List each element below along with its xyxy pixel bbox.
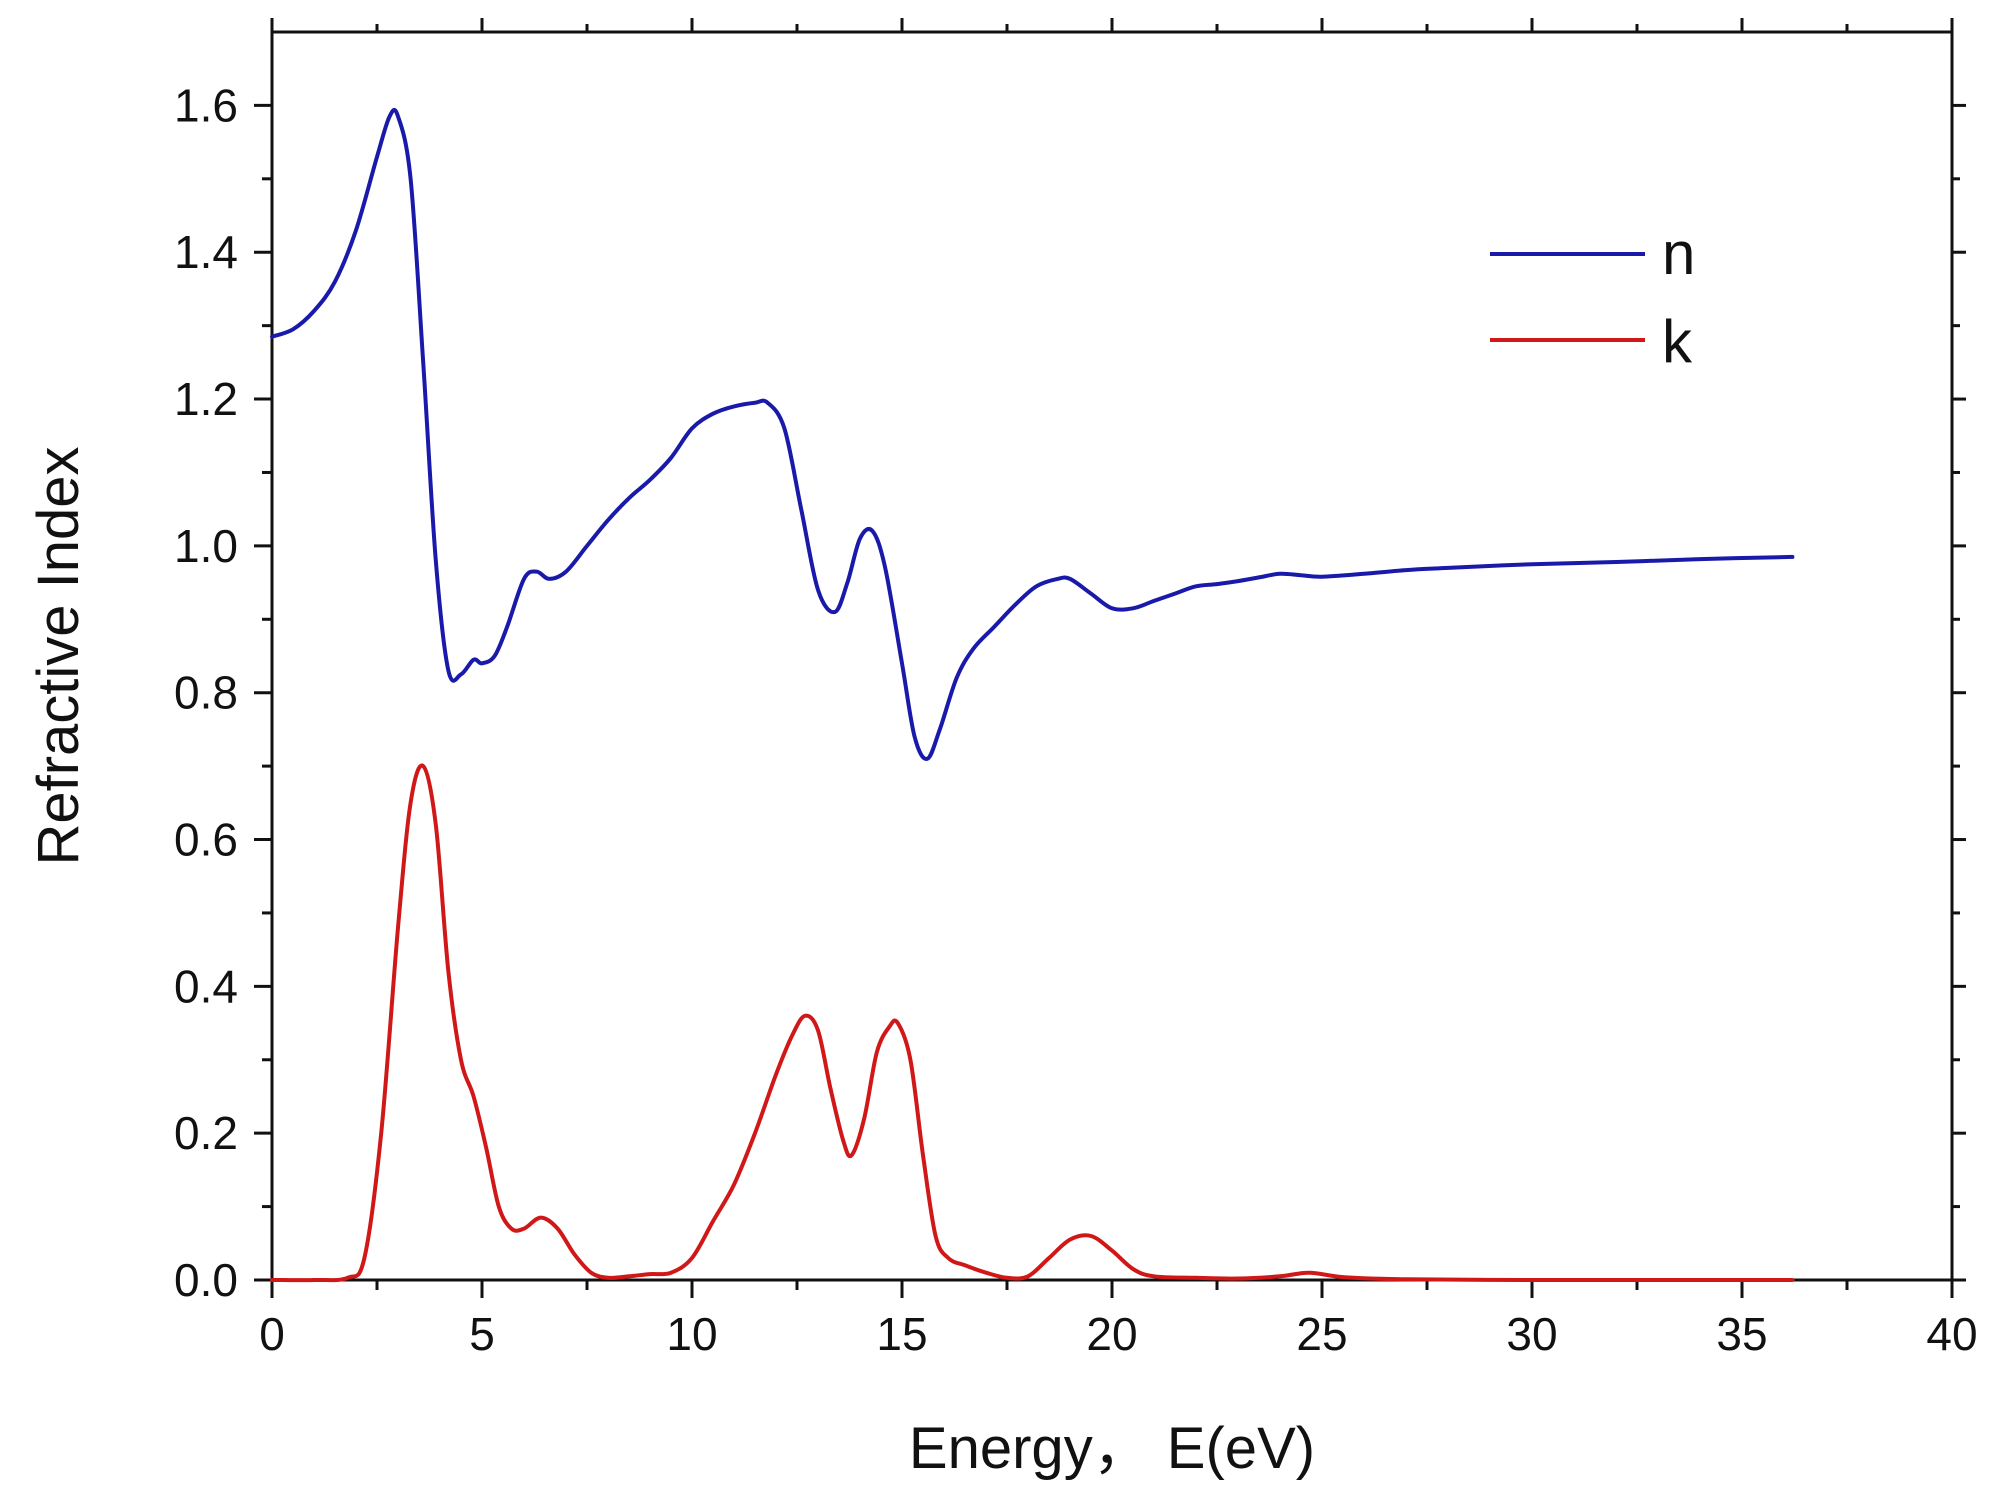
y-tick-label: 1.0 <box>174 520 238 572</box>
y-tick-label: 1.6 <box>174 79 238 131</box>
y-tick-label: 0.2 <box>174 1107 238 1159</box>
plot-area-border <box>270 30 1954 1282</box>
x-tick-label: 40 <box>1926 1308 1977 1360</box>
legend: n k <box>1490 220 1695 375</box>
x-tick-label: 30 <box>1506 1308 1557 1360</box>
data-series <box>270 107 1795 1283</box>
axis-ticks <box>254 18 1966 1298</box>
x-tick-label: 0 <box>259 1308 285 1360</box>
x-tick-label: 25 <box>1296 1308 1347 1360</box>
y-tick-labels: 0.0 0.2 0.4 0.6 0.8 1.0 1.2 1.4 1.6 <box>174 79 238 1306</box>
plot-frame <box>270 30 1954 1282</box>
x-tick-label: 5 <box>469 1308 495 1360</box>
x-axis-label: Energy， E(eV) <box>909 1416 1315 1481</box>
x-tick-labels: 0 5 10 15 20 25 30 35 40 <box>259 1308 1977 1360</box>
x-tick-label: 10 <box>666 1308 717 1360</box>
x-tick-label: 35 <box>1716 1308 1767 1360</box>
y-tick-label: 0.6 <box>174 814 238 866</box>
legend-label-n: n <box>1662 220 1695 287</box>
legend-label-k: k <box>1662 308 1693 375</box>
series-line-k <box>270 763 1795 1283</box>
y-tick-label: 0.8 <box>174 667 238 719</box>
x-tick-label: 15 <box>876 1308 927 1360</box>
y-tick-label: 0.4 <box>174 960 238 1012</box>
x-tick-label: 20 <box>1086 1308 1137 1360</box>
y-tick-label: 1.2 <box>174 373 238 425</box>
y-axis-label: Refractive Index <box>26 446 91 865</box>
y-tick-label: 0.0 <box>174 1254 238 1306</box>
series-line-n <box>270 107 1795 761</box>
y-tick-label: 1.4 <box>174 226 238 278</box>
